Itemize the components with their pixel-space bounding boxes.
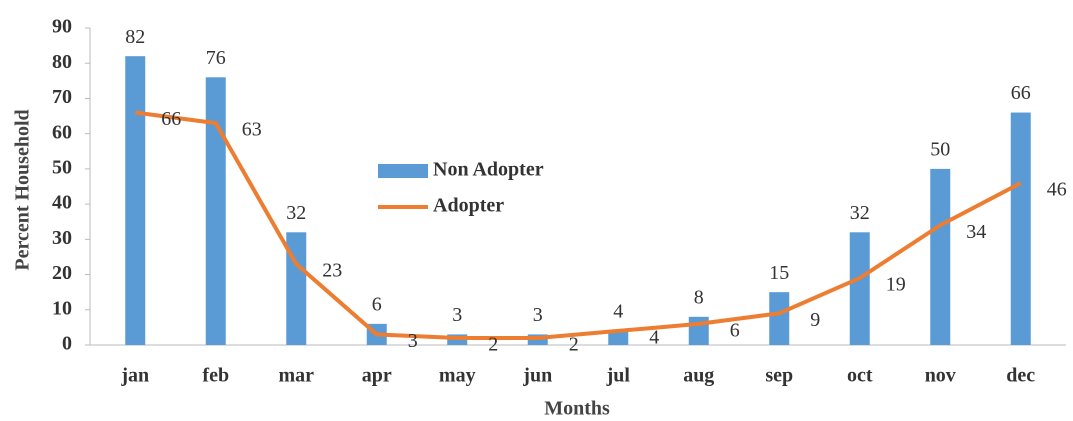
legend-label: Non Adopter: [433, 159, 544, 181]
data-label: 76: [206, 47, 226, 69]
y-tick-label: 10: [52, 297, 72, 319]
y-tick-label: 70: [52, 86, 72, 108]
data-label: 4: [613, 301, 623, 323]
data-label: 63: [242, 119, 262, 141]
data-label: 6: [372, 293, 382, 315]
data-label: 82: [125, 26, 145, 48]
bar: [125, 56, 146, 346]
data-label: 66: [1011, 82, 1031, 104]
bar: [1010, 112, 1031, 346]
data-label: 2: [488, 334, 498, 356]
legend-swatch: [378, 164, 428, 178]
data-label: 8: [694, 286, 704, 308]
data-label: 50: [930, 138, 950, 160]
x-tick-label: sep: [765, 365, 793, 387]
data-label: 2: [569, 334, 579, 356]
data-label: 34: [966, 221, 986, 243]
y-tick-label: 0: [62, 333, 72, 355]
bar: [849, 232, 870, 345]
y-tick-label: 50: [52, 156, 72, 178]
x-tick-label: apr: [362, 365, 392, 387]
data-label: 9: [810, 309, 820, 331]
data-label: 4: [649, 327, 659, 349]
bar: [930, 168, 951, 345]
bar: [205, 77, 226, 346]
data-label: 3: [408, 330, 418, 352]
y-axis-label: Percent Household: [12, 109, 34, 270]
y-tick-label: 80: [52, 51, 72, 73]
data-label: 46: [1047, 179, 1067, 201]
x-tick-label: feb: [202, 365, 229, 387]
x-tick-label: oct: [847, 365, 873, 387]
y-tick-label: 60: [52, 121, 72, 143]
bar: [286, 232, 307, 345]
x-tick-label: nov: [925, 365, 956, 387]
x-tick-label: jul: [606, 365, 631, 387]
y-tick-label: 40: [52, 192, 72, 214]
x-tick-label: jun: [522, 365, 552, 387]
y-tick-label: 20: [52, 262, 72, 284]
line: [134, 110, 1022, 340]
data-label: 32: [286, 202, 306, 224]
data-label: 3: [533, 304, 543, 326]
data-label: 3: [452, 304, 462, 326]
x-tick-label: may: [439, 365, 476, 387]
y-tick-label: 90: [52, 16, 72, 38]
data-label: 15: [769, 262, 789, 284]
x-tick-label: aug: [683, 365, 714, 387]
x-tick-label: mar: [278, 365, 314, 387]
x-tick-label: dec: [1006, 365, 1035, 387]
data-label: 23: [322, 260, 342, 282]
bar: [608, 330, 629, 345]
data-label: 6: [730, 319, 740, 341]
data-label: 32: [850, 202, 870, 224]
bar: [769, 292, 790, 345]
data-label: 19: [886, 274, 906, 296]
data-label: 66: [161, 108, 181, 130]
x-tick-label: jan: [120, 365, 149, 387]
x-axis-label: Months: [544, 398, 610, 420]
legend-label: Adopter: [433, 195, 504, 217]
y-tick-label: 30: [52, 227, 72, 249]
